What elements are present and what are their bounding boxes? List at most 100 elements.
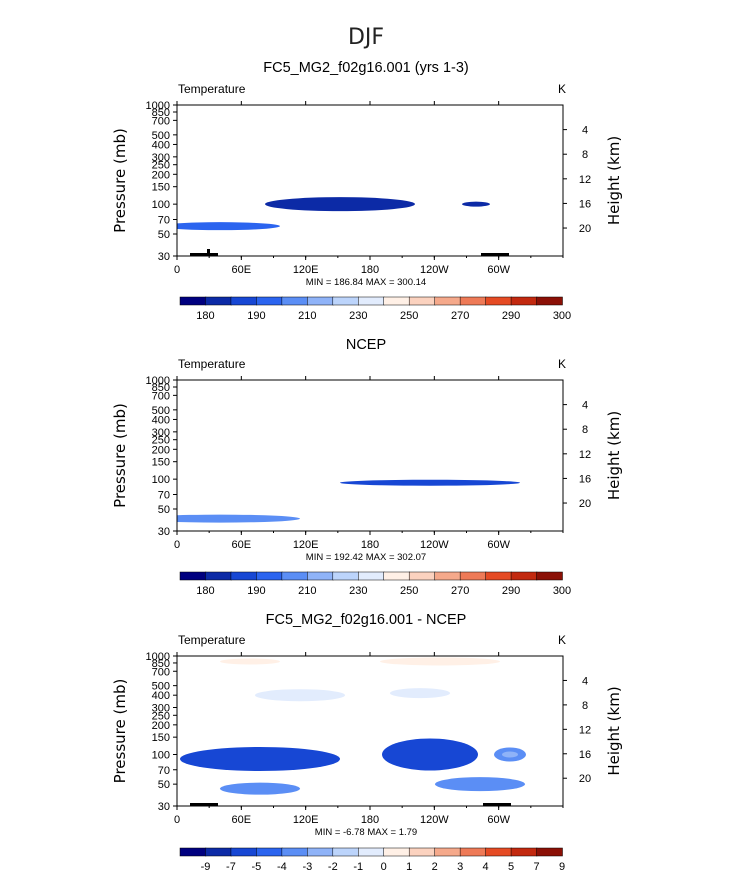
panel1-title: FC5_MG2_f02g16.001 (yrs 1-3)	[263, 60, 469, 76]
panel3-contour-fill	[180, 657, 526, 806]
panel1-rtick-label-1: 16	[579, 198, 591, 210]
panel2-patch	[177, 514, 300, 523]
panel1-xtick-label-2: 120E	[293, 264, 319, 276]
panel1-colorbar-swatch-3	[256, 296, 283, 306]
panel1-cold-core	[265, 197, 415, 212]
panel3-colorbar-label-13: 7	[533, 861, 539, 872]
panel3-colorbar-label-7: 0	[381, 861, 387, 872]
panel1-xtick-label-4: 120W	[420, 264, 449, 276]
panel1-xtick-label-0: 0	[174, 264, 180, 276]
panel2-units: K	[558, 357, 566, 371]
panel2-frame	[176, 379, 564, 532]
panel2-ytick-label-6: 250	[152, 435, 170, 447]
panel2-colorbar-swatch-12	[485, 571, 512, 581]
panel2-colorbar-swatch-6	[332, 571, 360, 581]
panel1-field-label: Temperature	[178, 82, 246, 96]
panel1-colorbar-swatch-1	[205, 296, 232, 306]
panel3-ytick-label-8: 400	[152, 690, 170, 702]
panel1-xtick-label-5: 60W	[487, 264, 510, 276]
panel3-ytick-label-1: 50	[158, 779, 170, 791]
panel1-colorbar-label-6: 290	[502, 310, 520, 322]
panel2-ytick-label-9: 500	[152, 405, 170, 417]
panel1-colorbar-swatch-11	[459, 296, 487, 306]
panel1-colorbar-swatch-6	[332, 296, 360, 306]
panel1-ytick-label-1: 50	[158, 229, 170, 241]
panel3-colorbar-label-5: -2	[328, 861, 338, 872]
panel3-colorbar-label-8: 1	[406, 861, 412, 872]
panel2-colorbar-swatch-11	[459, 571, 487, 581]
panel1-topography-1	[190, 253, 218, 256]
panel2-colorbar-swatch-10	[434, 571, 461, 581]
panel3-colorbar-label-1: -7	[226, 861, 236, 872]
panel2-colorbar-label-2: 210	[298, 585, 316, 597]
panel3-ytick-label-0: 30	[158, 801, 170, 813]
panel3-ytick-label-4: 150	[152, 732, 170, 744]
panel1-colorbar-swatch-12	[485, 296, 512, 306]
panel3-ytick-label-3: 100	[152, 749, 170, 761]
panel3-units: K	[558, 633, 566, 647]
panel3-colorbar-swatch-14	[536, 847, 563, 857]
panel1-rtick-label-3: 8	[582, 149, 588, 161]
panel1-colorbar-label-2: 210	[298, 310, 316, 322]
panel1-colorbar-label-0: 180	[196, 310, 214, 322]
panel2-colorbar-label-1: 190	[247, 585, 265, 597]
panel3-topography-1	[190, 803, 218, 806]
panel3-colorbar-swatch-2	[230, 847, 258, 857]
panel1-ytick-label-9: 500	[152, 130, 170, 142]
panel-1: FC5_MG2_f02g16.001 (yrs 1-3) Temperature K…	[111, 60, 623, 322]
panel3-colorbar-label-4: -3	[302, 861, 312, 872]
panel2-ytick-label-1: 50	[158, 504, 170, 516]
panel1-colorbar-label-7: 300	[553, 310, 571, 322]
panel2-rtick-label-4: 4	[582, 400, 588, 412]
panel1-colorbar-label-3: 230	[349, 310, 367, 322]
panel2-colorbar-swatch-7	[358, 571, 385, 581]
panel2-stats: MIN = 192.42 MAX = 302.07	[306, 552, 426, 563]
panel2-ytick-label-2: 70	[158, 490, 170, 502]
panel2-colorbar-swatch-4	[281, 571, 309, 581]
panel3-ytick-label-10: 700	[152, 666, 170, 678]
panel1-cold-core-east	[462, 201, 490, 207]
panel2-ylabel-right: Height (km)	[605, 411, 623, 500]
panel1-ylabel: Pressure (mb)	[111, 128, 129, 233]
figure-title: DJF	[348, 25, 384, 50]
panel3-ring-2	[502, 751, 518, 758]
panel2-colorbar-label-0: 180	[196, 585, 214, 597]
panel1-ytick-label-2: 70	[158, 215, 170, 227]
panel2-ytick-label-0: 30	[158, 526, 170, 538]
panel3-colorbar-swatch-12	[485, 847, 512, 857]
panel3-colorbar-swatch-8	[383, 847, 410, 857]
panel2-ytick-label-10: 700	[152, 390, 170, 402]
panel1-colorbar-label-4: 250	[400, 310, 418, 322]
panel1-ytick-label-6: 250	[152, 160, 170, 172]
panel3-colorbar-label-0: -9	[201, 861, 211, 872]
panel3-colorbar-label-3: -4	[277, 861, 287, 872]
panel2-xtick-label-3: 180	[361, 539, 379, 551]
panel1-contour-fill	[177, 197, 509, 256]
panel1-rtick-label-4: 4	[582, 125, 588, 137]
panel3-colorbar-label-9: 2	[432, 861, 438, 872]
panel2-ytick-label-3: 100	[152, 474, 170, 486]
panel1-rtick-label-0: 20	[579, 223, 591, 235]
panel1-stats: MIN = 186.84 MAX = 300.14	[306, 277, 426, 288]
panel2-title: NCEP	[346, 337, 386, 353]
panel2-ytick-label-4: 150	[152, 457, 170, 469]
panel2-xtick-label-2: 120E	[293, 539, 319, 551]
panel3-rtick-label-2: 12	[579, 724, 591, 736]
panel3-colorbar-swatch-9	[408, 847, 436, 857]
panel1-colorbar-swatch-9	[408, 296, 436, 306]
panel3-colorbar-swatch-10	[434, 847, 461, 857]
panel1-colorbar-swatch-0	[179, 296, 207, 306]
panel3-warm-patch	[380, 657, 500, 666]
panel1-colorbar-swatch-4	[281, 296, 309, 306]
panel2-xtick-label-4: 120W	[420, 539, 449, 551]
panel1-colorbar-label-1: 190	[247, 310, 265, 322]
panel2-colorbar: 180 190 210 230 250 270 290 300	[179, 571, 571, 597]
panel1-colorbar: 180 190 210 230 250 270 290 300	[179, 296, 571, 322]
panel3-colorbar-swatch-0	[179, 847, 207, 857]
panel3-colorbar-label-2: -5	[252, 861, 262, 872]
panel2-ytick-label-11: 850	[152, 382, 170, 394]
panel2-patch-2	[340, 479, 520, 486]
panel2-rtick-label-3: 8	[582, 424, 588, 436]
panel2-xtick-label-0: 0	[174, 539, 180, 551]
